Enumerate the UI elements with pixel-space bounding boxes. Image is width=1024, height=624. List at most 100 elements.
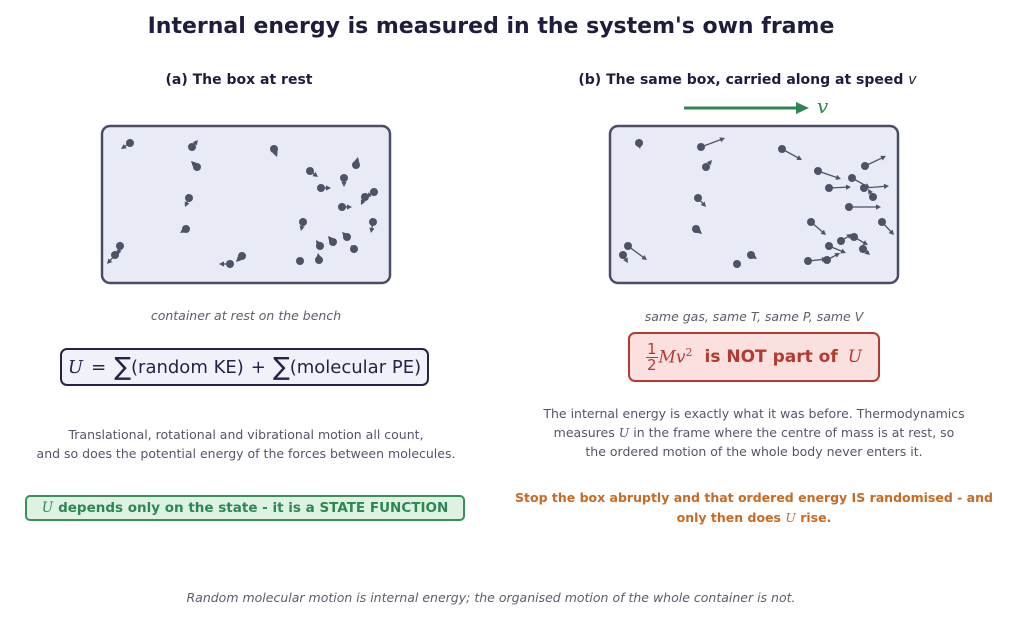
molecule [697, 143, 705, 151]
molecule [116, 242, 124, 250]
molecule [878, 218, 886, 226]
molecule [226, 260, 234, 268]
velocity-label: v [817, 94, 829, 118]
panel-b-title-v: v [908, 72, 917, 88]
molecule [692, 225, 700, 233]
molecule-arrowhead [107, 258, 113, 264]
molecule [185, 194, 193, 202]
molecules-moving [619, 137, 894, 268]
footer-note: Random molecular motion is internal ener… [186, 590, 796, 605]
molecule [352, 161, 360, 169]
eq-sum-symbol-2: ∑ [272, 352, 290, 381]
stop-box-note: Stop the box abruptly and that ordered e… [490, 488, 1018, 528]
molecule [238, 252, 246, 260]
molecule-arrowhead [864, 249, 870, 255]
molecule [343, 233, 351, 241]
molecule-arrowhead [868, 189, 873, 195]
molecule-arrowhead [121, 144, 127, 149]
eq-u: U [67, 356, 84, 378]
molecule-arrowhead [700, 201, 706, 207]
molecule [859, 245, 867, 253]
molecule [825, 184, 833, 192]
not-part-u: U [847, 347, 863, 367]
molecule [635, 139, 643, 147]
molecule-arrowhead [696, 228, 702, 234]
molecule [694, 194, 702, 202]
panel-a-body-line1: Translational, rotational and vibrationa… [68, 427, 424, 442]
molecule-arrowhead [796, 155, 802, 160]
panel-b-body-line2: measures U in the frame where the centre… [518, 423, 990, 442]
molecule-arrowhead [888, 229, 894, 235]
molecule-arrowhead [369, 227, 375, 233]
molecule-arrowhead [236, 256, 242, 262]
molecule [361, 193, 369, 201]
molecule-arrowhead [862, 240, 868, 245]
molecule [804, 257, 812, 265]
container-outline [100, 124, 392, 285]
fraction-half: 1 2 [645, 339, 658, 373]
state-u: U [41, 500, 54, 516]
molecule-arrowhead [623, 257, 628, 263]
molecule-arrowhead [299, 225, 305, 231]
molecule-arrowhead [883, 183, 889, 189]
molecule [860, 184, 868, 192]
molecule [850, 233, 858, 241]
eq-equals: = [91, 356, 107, 378]
molecule-arrowhead [880, 155, 886, 161]
molecule-arrowhead [845, 184, 851, 190]
panel-b-body-line3: the ordered motion of the whole body nev… [585, 444, 923, 459]
molecule [188, 143, 196, 151]
molecule-arrowhead [821, 256, 827, 263]
molecule [329, 238, 337, 246]
stop-box-line2: only then does U rise. [490, 508, 1018, 528]
molecule [807, 218, 815, 226]
molecule-arrowhead [706, 160, 712, 166]
molecule [317, 184, 325, 192]
molecule-arrowhead [719, 137, 725, 143]
molecule [369, 218, 377, 226]
molecule [837, 237, 845, 245]
not-part-text: is NOT part of [704, 347, 838, 367]
panel-a-caption: container at rest on the bench [150, 308, 342, 323]
molecule-arrowhead [820, 229, 826, 235]
state-function-badge: U depends only on the state - it is a ST… [25, 495, 465, 521]
molecule-arrowhead [328, 236, 334, 242]
molecule-arrowhead [834, 253, 840, 258]
eq-plus: + [250, 356, 266, 378]
diagram-title: Internal energy is measured in the syste… [147, 14, 835, 39]
container-outline-moving [608, 124, 900, 285]
molecule [299, 218, 307, 226]
molecule [350, 245, 358, 253]
box-moving [608, 124, 900, 285]
molecule [182, 225, 190, 233]
molecule [823, 256, 831, 264]
molecule [340, 174, 348, 182]
molecule [845, 203, 853, 211]
stop-box-line2-a: only then does [676, 510, 781, 525]
formula-exponent: 2 [685, 346, 693, 360]
molecule [733, 260, 741, 268]
panel-b-caption: same gas, same T, same P, same V [644, 309, 864, 324]
molecule-arrowhead [191, 161, 197, 167]
molecule [861, 162, 869, 170]
molecule [624, 242, 632, 250]
molecule-arrowhead [312, 171, 318, 177]
eq-random-ke: (random KE) [131, 356, 244, 378]
molecule [702, 163, 710, 171]
molecule [869, 193, 877, 201]
fraction-numerator: 1 [645, 339, 658, 358]
molecule-arrowhead [366, 192, 372, 197]
molecule [193, 163, 201, 171]
molecule-arrowhead [876, 204, 881, 210]
molecule [338, 203, 346, 211]
panel-b-body-line2-b: in the frame where the centre of mass is… [633, 425, 955, 440]
molecule-arrowhead [641, 254, 647, 260]
stop-box-line2-u: U [785, 510, 796, 525]
molecule [111, 251, 119, 259]
molecule-arrowhead [347, 204, 352, 210]
molecule [747, 251, 755, 259]
stop-box-line2-b: rise. [800, 510, 832, 525]
bulk-ke-not-part-box: 1 2 Mv2 is NOT part of U [628, 332, 880, 382]
panel-b-body-line2-u: U [618, 425, 630, 440]
velocity-arrow [684, 102, 809, 114]
